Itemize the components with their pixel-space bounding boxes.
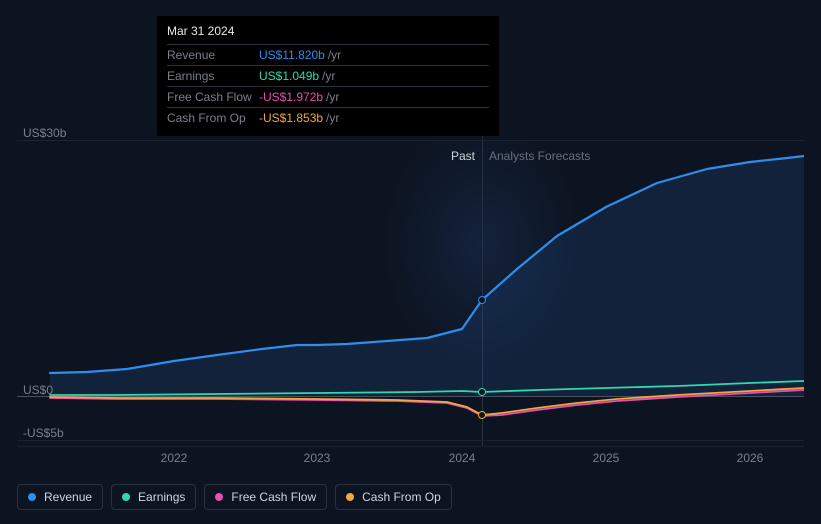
legend-label: Free Cash Flow [231, 490, 316, 504]
tooltip-row: RevenueUS$11.820b/yr [167, 44, 489, 65]
tooltip-row: EarningsUS$1.049b/yr [167, 65, 489, 86]
tooltip-metric-value: -US$1.972b [259, 90, 323, 104]
x-axis-label: 2023 [304, 451, 331, 465]
earnings-marker [478, 388, 486, 396]
legend-dot [28, 493, 36, 501]
legend-item-earnings[interactable]: Earnings [111, 484, 196, 510]
legend-item-cash-from-op[interactable]: Cash From Op [335, 484, 452, 510]
tooltip-date: Mar 31 2024 [167, 24, 489, 44]
chart-legend: Revenue Earnings Free Cash Flow Cash From O… [17, 484, 452, 510]
tooltip-metric-value: -US$1.853b [259, 111, 323, 125]
tooltip-row: Cash From Op-US$1.853b/yr [167, 107, 489, 128]
legend-dot [346, 493, 354, 501]
legend-label: Revenue [44, 490, 92, 504]
financial-chart: Mar 31 2024 RevenueUS$11.820b/yrEarnings… [17, 0, 804, 450]
tooltip-metric-unit: /yr [326, 111, 339, 125]
tooltip-metric-unit: /yr [326, 90, 339, 104]
tooltip-metric-label: Earnings [167, 69, 259, 83]
legend-dot [215, 493, 223, 501]
tooltip-metric-label: Free Cash Flow [167, 90, 259, 104]
tooltip-metric-unit: /yr [328, 48, 341, 62]
tooltip-metric-value: US$1.049b [259, 69, 319, 83]
x-axis-label: 2026 [737, 451, 764, 465]
x-axis-label: 2025 [593, 451, 620, 465]
legend-item-free-cash-flow[interactable]: Free Cash Flow [204, 484, 327, 510]
tooltip-metric-value: US$11.820b [259, 48, 325, 62]
tooltip-row: Free Cash Flow-US$1.972b/yr [167, 86, 489, 107]
legend-label: Cash From Op [362, 490, 441, 504]
legend-item-revenue[interactable]: Revenue [17, 484, 103, 510]
x-axis-label: 2024 [449, 451, 476, 465]
legend-dot [122, 493, 130, 501]
tooltip-metric-label: Revenue [167, 48, 259, 62]
x-axis-label: 2022 [161, 451, 188, 465]
revenue-area [50, 156, 804, 396]
chart-tooltip: Mar 31 2024 RevenueUS$11.820b/yrEarnings… [157, 16, 499, 136]
tooltip-metric-label: Cash From Op [167, 111, 259, 125]
legend-label: Earnings [138, 490, 185, 504]
revenue-marker [478, 296, 486, 304]
cfo-marker [478, 411, 486, 419]
tooltip-metric-unit: /yr [322, 69, 335, 83]
